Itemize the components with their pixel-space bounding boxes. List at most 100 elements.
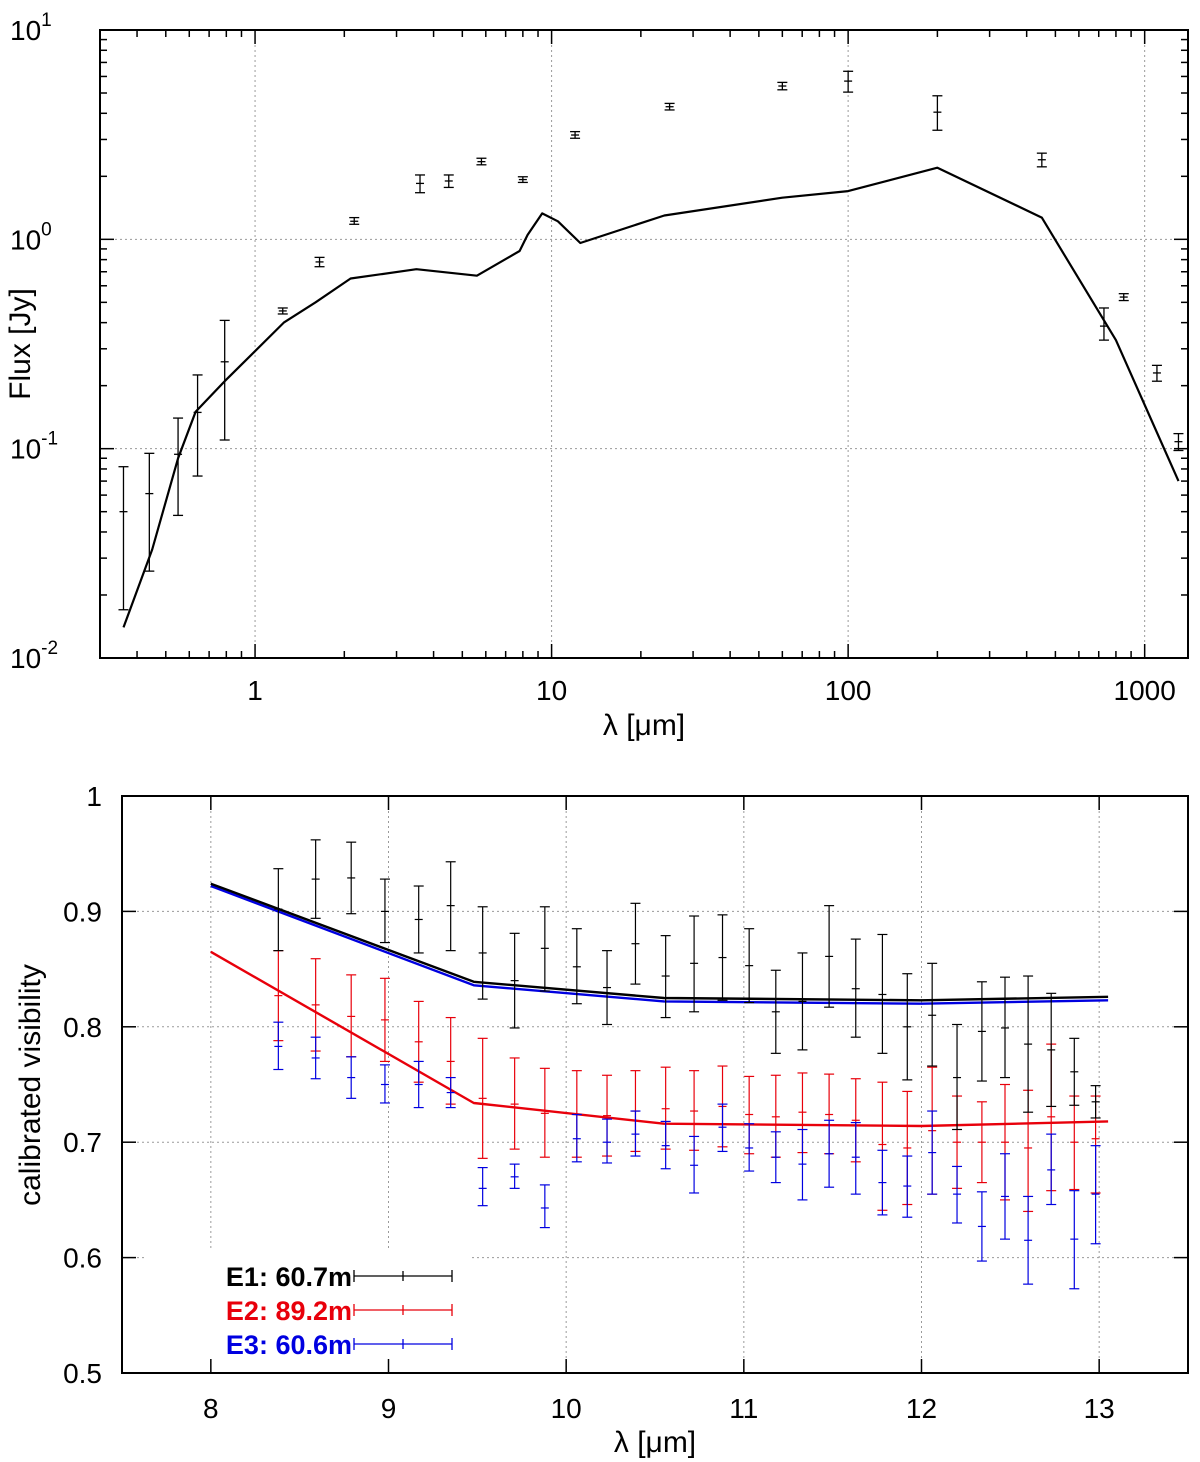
legend-sample-series-2 bbox=[353, 1304, 453, 1316]
visibility-point-series-3 bbox=[630, 1110, 641, 1157]
sed-x-tick-label: 10 bbox=[536, 675, 567, 706]
visibility-point-series-1 bbox=[477, 906, 488, 1000]
sed-data-point bbox=[476, 157, 487, 166]
sed-data-point bbox=[1151, 364, 1162, 382]
visibility-point-series-3 bbox=[413, 1060, 424, 1109]
visibility-point-series-1 bbox=[1069, 1037, 1080, 1106]
visibility-legend: E1: 60.7m E2: 89.2m E3: 60.6m bbox=[226, 1262, 453, 1360]
visibility-plot-frame bbox=[121, 795, 1189, 1374]
visibility-point-series-1 bbox=[850, 938, 861, 1038]
sed-data-point bbox=[443, 174, 454, 189]
visibility-point-series-3 bbox=[1000, 1153, 1011, 1240]
visibility-point-series-1 bbox=[346, 841, 357, 915]
visibility-point-series-1 bbox=[976, 981, 987, 1082]
visibility-point-series-1 bbox=[539, 906, 550, 992]
visibility-point-series-1 bbox=[630, 902, 641, 985]
visibility-point-series-1 bbox=[952, 1023, 963, 1131]
visibility-point-series-1 bbox=[413, 885, 424, 954]
visibility-x-tick-label: 9 bbox=[381, 1393, 397, 1424]
sed-data-point bbox=[932, 95, 943, 131]
visibility-chart: 8 9 10 11 12 13 0.5 0.6 0.7 0.8 0.9 1 E1: 60.7m E2:… bbox=[14, 781, 1189, 1459]
legend-label-series-1: E1: 60.7m bbox=[226, 1262, 352, 1292]
visibility-point-series-1 bbox=[379, 878, 390, 944]
visibility-point-series-3 bbox=[877, 1149, 888, 1216]
visibility-point-series-3 bbox=[509, 1163, 520, 1189]
visibility-point-series-3 bbox=[660, 1120, 671, 1170]
visibility-point-series-3 bbox=[927, 1110, 938, 1195]
visibility-point-series-1 bbox=[1000, 976, 1011, 1079]
sed-x-tick-label: 100 bbox=[825, 675, 872, 706]
visibility-point-series-1 bbox=[877, 933, 888, 1054]
sed-plot-frame bbox=[99, 29, 1189, 659]
visibility-point-series-1 bbox=[717, 914, 728, 1001]
visibility-point-series-3 bbox=[571, 1113, 582, 1163]
visibility-x-tick-label: 8 bbox=[203, 1393, 219, 1424]
sed-data-point bbox=[1118, 293, 1129, 302]
visibility-x-axis: 8 9 10 11 12 13 bbox=[203, 796, 1115, 1424]
visibility-y-axis: 0.5 0.6 0.7 0.8 0.9 1 bbox=[63, 781, 1188, 1389]
visibility-x-axis-label: λ [μm] bbox=[614, 1426, 696, 1459]
visibility-point-series-3 bbox=[952, 1165, 963, 1224]
sed-x-tick-label: 1000 bbox=[1114, 675, 1176, 706]
sed-chart: 1 10 100 1000 10-2 10-1 100 101 λ [μm] Flux [J… bbox=[4, 10, 1189, 742]
visibility-point-series-3 bbox=[976, 1191, 987, 1262]
visibility-point-series-1 bbox=[797, 952, 808, 1051]
legend-sample-series-3 bbox=[353, 1338, 453, 1350]
visibility-point-series-1 bbox=[902, 973, 913, 1081]
visibility-point-series-3 bbox=[902, 1155, 913, 1218]
visibility-point-series-3 bbox=[1023, 1195, 1034, 1285]
sed-data-point bbox=[1173, 432, 1184, 452]
visibility-point-series-1 bbox=[1046, 992, 1057, 1108]
visibility-points-layer bbox=[273, 839, 1101, 1290]
sed-x-axis: 1 10 100 1000 bbox=[99, 30, 1176, 706]
visibility-point-series-1 bbox=[445, 861, 456, 952]
visibility-x-tick-label: 11 bbox=[729, 1393, 758, 1424]
sed-data-point bbox=[1098, 307, 1109, 341]
sed-y-tick-label: 10-2 bbox=[10, 638, 58, 674]
sed-model-layer bbox=[122, 166, 1180, 628]
visibility-point-series-2 bbox=[477, 1037, 488, 1159]
visibility-point-series-3 bbox=[310, 1036, 321, 1080]
visibility-point-series-1 bbox=[273, 868, 284, 952]
visibility-point-series-1 bbox=[1090, 1085, 1101, 1119]
sed-data-point bbox=[314, 256, 325, 268]
sed-data-point bbox=[570, 130, 581, 139]
sed-data-point bbox=[777, 81, 788, 91]
visibility-model-line-series-1 bbox=[210, 882, 1109, 1002]
sed-data-point bbox=[843, 70, 854, 93]
visibility-point-series-1 bbox=[571, 928, 582, 1005]
sed-observations-layer bbox=[118, 70, 1184, 611]
visibility-point-series-3 bbox=[1046, 1133, 1057, 1206]
visibility-point-series-1 bbox=[824, 905, 835, 1008]
visibility-point-series-1 bbox=[1023, 975, 1034, 1113]
visibility-x-tick-label: 10 bbox=[551, 1393, 582, 1424]
visibility-point-series-3 bbox=[717, 1103, 728, 1153]
visibility-point-series-3 bbox=[273, 1021, 284, 1071]
legend-label-series-2: E2: 89.2m bbox=[226, 1296, 352, 1326]
visibility-point-series-1 bbox=[744, 928, 755, 1004]
sed-y-tick-label: 101 bbox=[10, 10, 52, 46]
sed-y-axis-label: Flux [Jy] bbox=[4, 288, 37, 400]
visibility-point-series-2 bbox=[976, 1101, 987, 1184]
visibility-y-tick-label: 0.6 bbox=[63, 1243, 102, 1274]
visibility-point-series-3 bbox=[1090, 1145, 1101, 1245]
sed-data-point bbox=[192, 374, 203, 477]
sed-data-point bbox=[173, 417, 184, 517]
visibility-point-series-3 bbox=[379, 1064, 390, 1104]
visibility-point-series-3 bbox=[824, 1119, 835, 1188]
sed-data-point bbox=[415, 174, 426, 194]
visibility-y-tick-label: 0.5 bbox=[63, 1358, 102, 1389]
visibility-point-series-3 bbox=[477, 1166, 488, 1207]
sed-data-point bbox=[277, 307, 288, 315]
visibility-y-tick-label: 0.9 bbox=[63, 896, 102, 927]
visibility-y-axis-label: calibrated visibility bbox=[14, 964, 47, 1206]
legend-label-series-3: E3: 60.6m bbox=[226, 1330, 352, 1360]
sed-data-point bbox=[349, 216, 360, 225]
visibility-point-series-1 bbox=[310, 839, 321, 919]
visibility-point-series-3 bbox=[445, 1076, 456, 1109]
visibility-point-series-1 bbox=[689, 915, 700, 1013]
visibility-point-series-1 bbox=[927, 962, 938, 1067]
sed-y-tick-label: 100 bbox=[10, 219, 52, 255]
sed-data-point bbox=[517, 176, 528, 184]
